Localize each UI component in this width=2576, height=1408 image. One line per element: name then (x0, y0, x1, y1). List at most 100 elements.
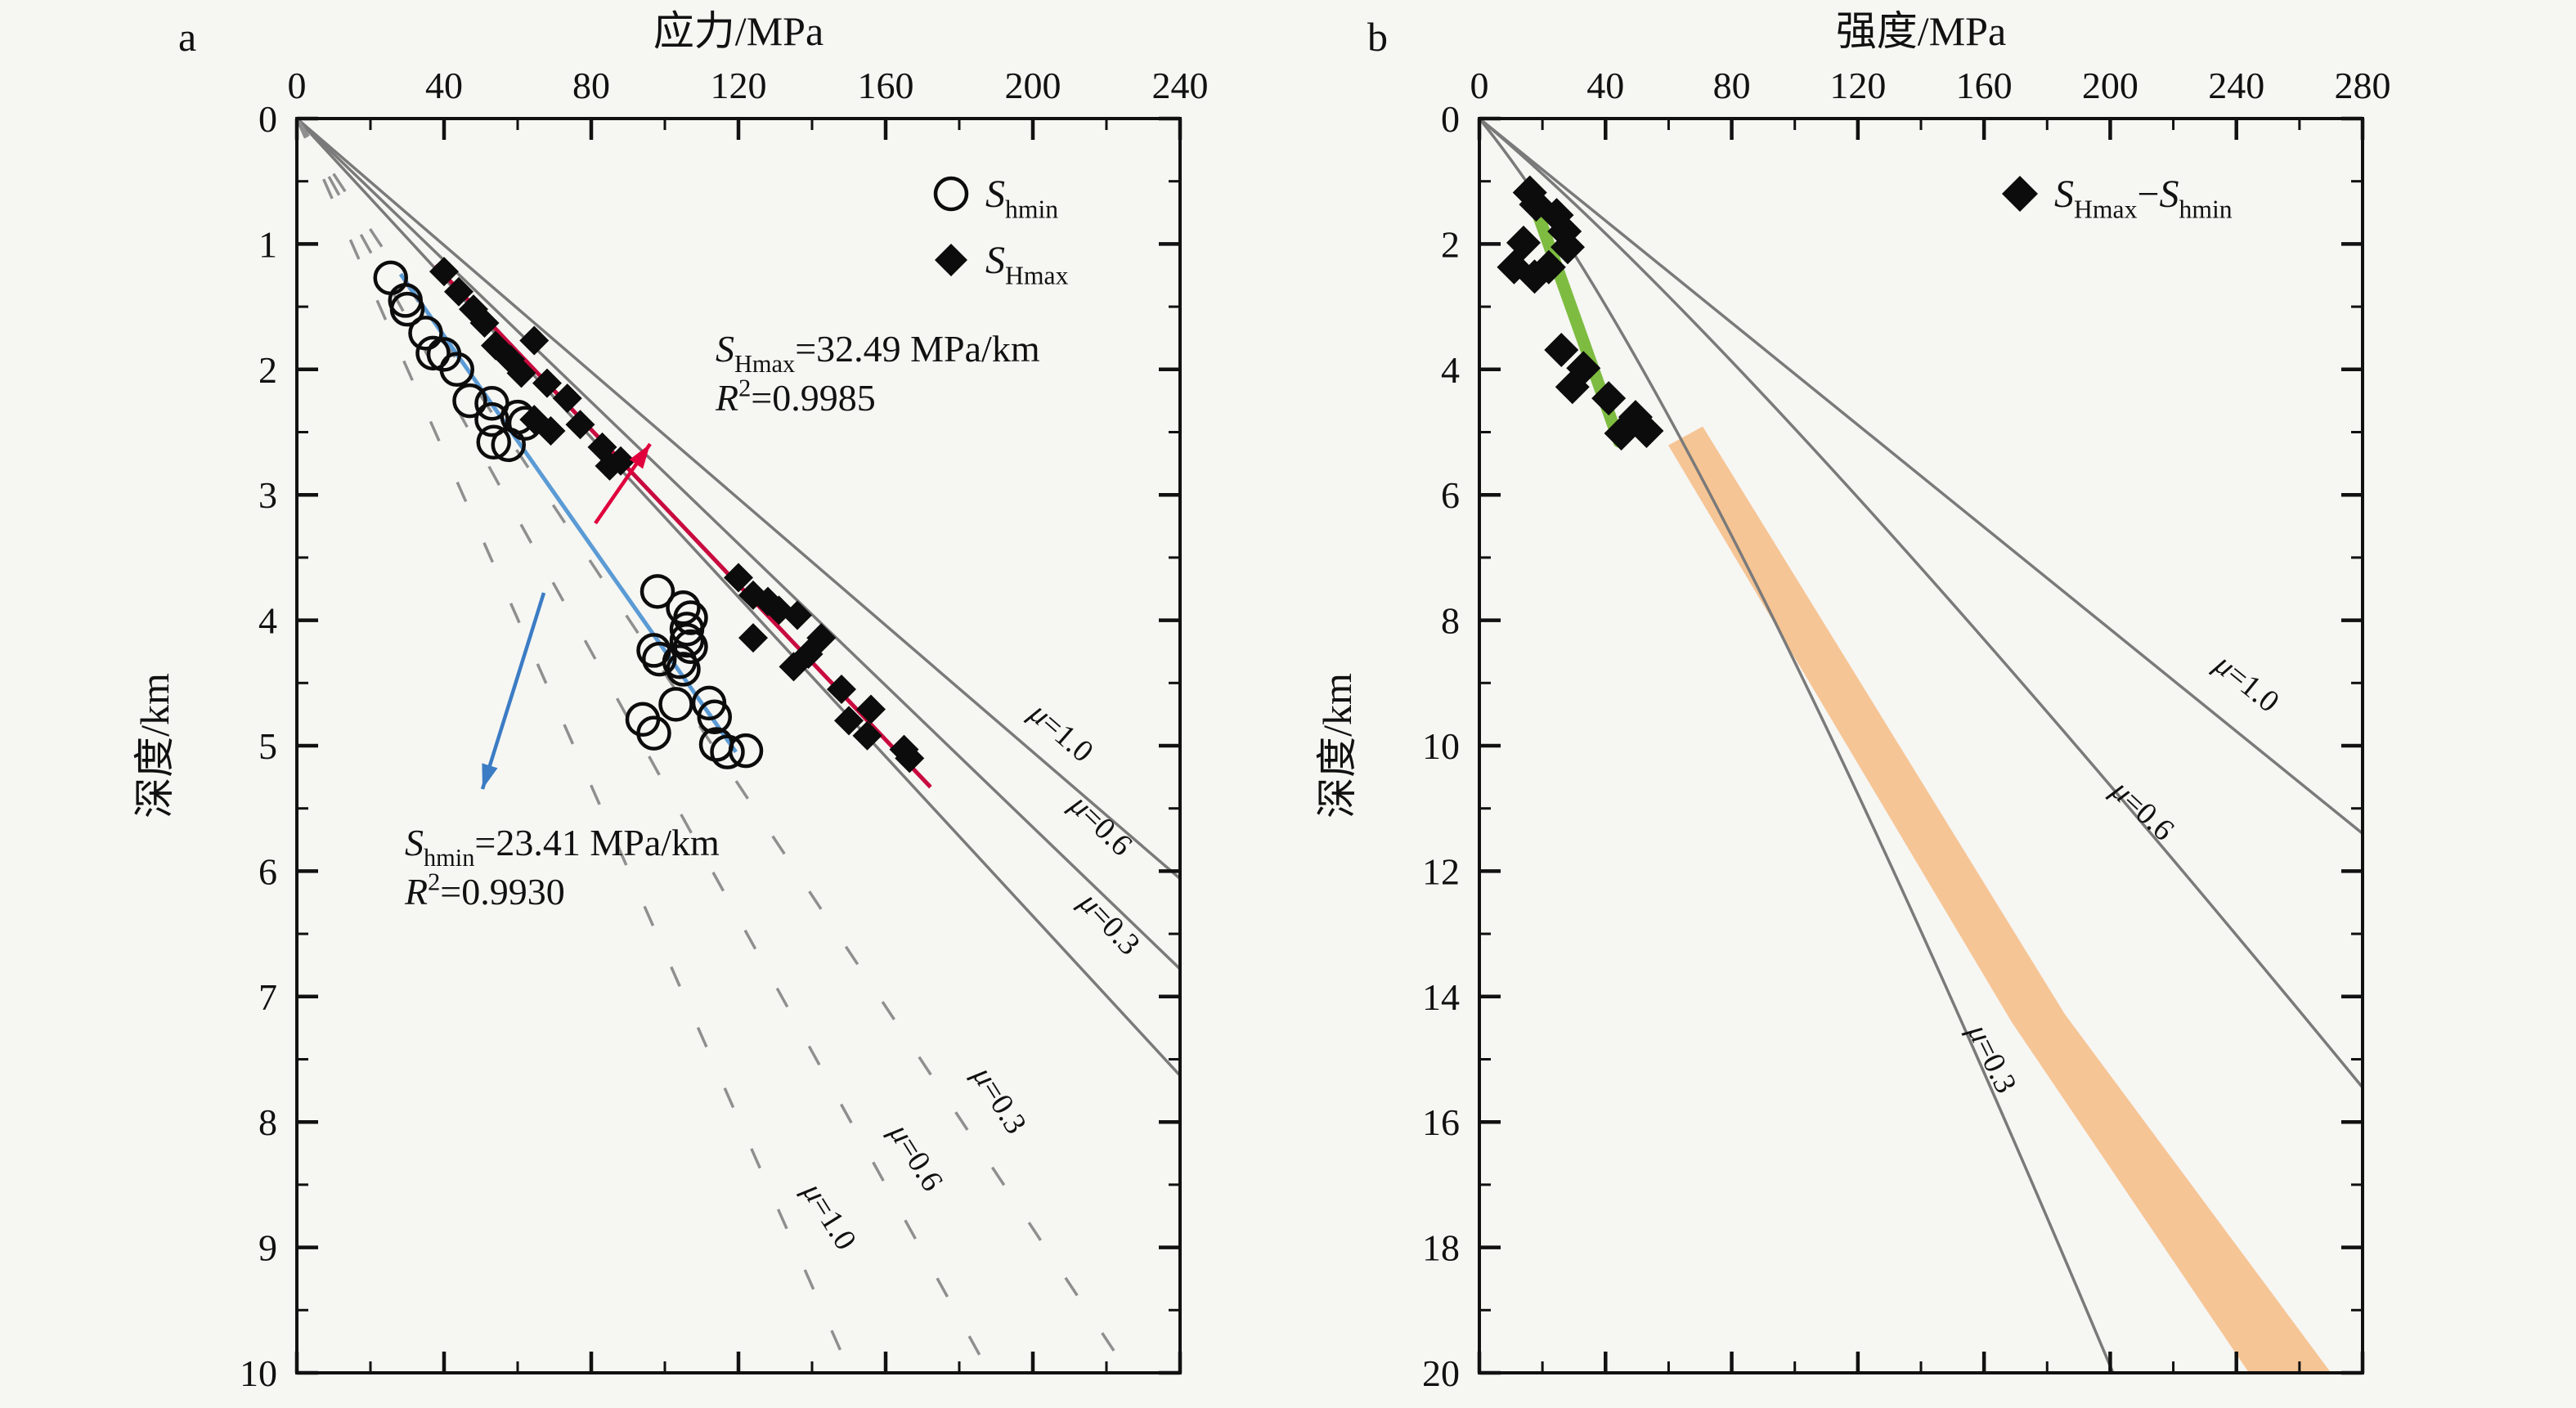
x-tick-label: 80 (1713, 65, 1751, 106)
x-tick-label: 120 (1829, 65, 1886, 106)
friction-coefficient-label: μ=0.6 (1062, 787, 1138, 863)
data-point-diamond (444, 276, 473, 307)
data-point-circle (666, 652, 701, 687)
y-tick-label: 3 (258, 474, 277, 516)
data-point-circle (728, 733, 764, 769)
data-point-circle (452, 383, 487, 419)
y-tick-label: 6 (1441, 474, 1460, 516)
data-point-circle (474, 401, 509, 437)
x-tick-label: 40 (425, 65, 463, 106)
y-tick-label: 4 (1441, 349, 1460, 391)
legend-diamond-marker (935, 244, 967, 276)
y-tick-label: 20 (1422, 1352, 1460, 1394)
data-point-diamond (1555, 370, 1590, 405)
x-tick-label: 40 (1586, 65, 1624, 106)
fit-annotation: R2=0.9930 (404, 868, 565, 913)
friction-coefficient-label: μ=0.6 (2104, 773, 2181, 847)
data-point-diamond (1591, 381, 1627, 416)
annotation-arrow (480, 592, 546, 790)
x-tick-label: 200 (1005, 65, 1061, 106)
data-point-diamond (1512, 175, 1547, 210)
friction-limit-line (295, 117, 1182, 880)
data-point-circle (666, 590, 701, 626)
friction-coefficient-label: μ=1.0 (1022, 696, 1100, 769)
panel-a-depth-axis-title: 深度/km (132, 673, 177, 818)
data-point-diamond (1517, 259, 1552, 294)
x-tick-label: 200 (2082, 65, 2138, 106)
fit-annotation: SHmax=32.49 MPa/km (716, 328, 1040, 378)
data-point-diamond (827, 674, 856, 704)
arrow-head (482, 763, 498, 789)
legend-diamond-marker (2002, 176, 2038, 212)
data-point-circle (408, 316, 443, 351)
y-tick-label: 9 (258, 1227, 277, 1269)
data-point-diamond (532, 368, 562, 398)
panel-a-letter: a (178, 14, 196, 60)
friction-limit-line (1478, 117, 2364, 1089)
data-point-circle (669, 612, 705, 647)
x-tick-label: 80 (572, 65, 610, 106)
fit-annotation: R2=0.9985 (715, 374, 876, 419)
data-point-diamond (1604, 416, 1639, 451)
y-tick-label: 10 (1422, 725, 1460, 767)
data-point-diamond (469, 308, 500, 339)
y-tick-label: 2 (1441, 223, 1460, 265)
data-point-diamond (1551, 230, 1585, 265)
x-tick-label: 120 (711, 65, 767, 106)
friction-coefficient-label: μ=1.0 (2207, 647, 2286, 720)
legend-label: SHmax−Shmin (2054, 173, 2233, 223)
friction-limit-line (1478, 117, 2364, 835)
data-point-diamond (779, 652, 809, 682)
legend-label: SHmax (985, 239, 1069, 289)
data-point-circle (476, 424, 511, 460)
y-tick-label: 14 (1422, 976, 1460, 1018)
friction-coefficient-label: μ=0.3 (1960, 1018, 2023, 1098)
y-tick-label: 0 (1441, 98, 1460, 140)
panel-b-letter: b (1367, 14, 1388, 60)
regression-line (398, 272, 738, 754)
data-point-circle (389, 291, 425, 327)
data-point-diamond (536, 415, 566, 446)
y-tick-label: 10 (240, 1352, 277, 1394)
y-tick-label: 16 (1422, 1101, 1460, 1143)
friction-coefficient-label: μ=0.6 (882, 1117, 950, 1197)
y-tick-label: 1 (258, 223, 277, 265)
data-point-circle (642, 641, 677, 677)
y-tick-label: 2 (258, 349, 277, 391)
panel-b-depth-axis-title: 深度/km (1314, 673, 1360, 818)
x-tick-label: 240 (2208, 65, 2264, 106)
extrapolated-strength-band (1668, 426, 2331, 1374)
friction-limit-line (295, 118, 991, 1374)
fit-annotation: Shmin=23.41 MPa/km (405, 822, 720, 872)
y-tick-label: 8 (258, 1101, 277, 1143)
legend-circle-marker (933, 176, 969, 212)
friction-coefficient-label: μ=1.0 (796, 1176, 864, 1256)
data-point-diamond (1629, 413, 1664, 448)
data-point-circle (439, 352, 474, 388)
data-point-diamond (856, 694, 886, 724)
y-tick-label: 8 (1441, 600, 1460, 642)
data-point-circle (640, 574, 675, 609)
panel-b-top-axis-title: 强度/MPa (1836, 8, 2006, 54)
friction-limit-line (295, 117, 1182, 971)
data-point-diamond (834, 706, 864, 736)
data-point-diamond (738, 623, 768, 653)
data-point-diamond (783, 600, 812, 630)
panel-a-plot: μ=1.0μ=0.6μ=0.3μ=1.0μ=0.6μ=0.3SHmax=32.4… (240, 65, 1209, 1394)
plot-frame (295, 117, 1182, 1374)
y-tick-label: 6 (258, 850, 277, 892)
plot-frame (1478, 117, 2364, 1374)
x-tick-label: 160 (1956, 65, 2013, 106)
x-tick-label: 0 (288, 65, 307, 106)
y-tick-label: 18 (1422, 1227, 1460, 1269)
data-point-diamond (724, 563, 753, 593)
x-tick-label: 0 (1470, 65, 1489, 106)
data-point-diamond (506, 358, 536, 388)
data-point-circle (491, 427, 526, 463)
data-point-diamond (552, 383, 582, 414)
data-point-diamond (565, 410, 595, 440)
data-point-circle (636, 715, 671, 751)
data-point-diamond (895, 743, 925, 774)
